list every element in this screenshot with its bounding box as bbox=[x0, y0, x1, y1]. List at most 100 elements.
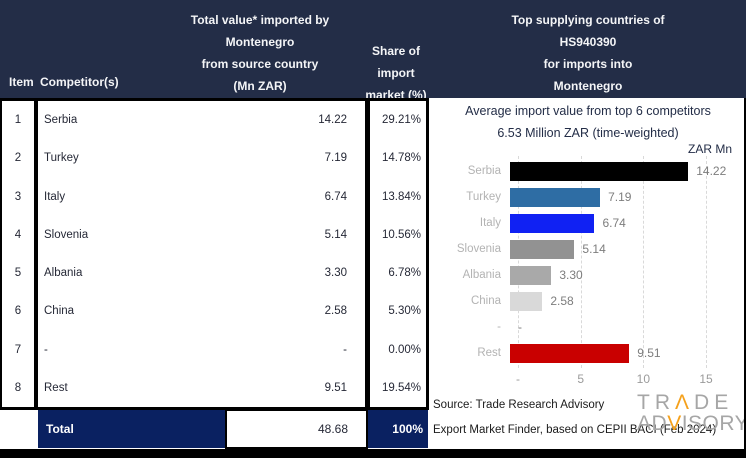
table-header: Item Competitor(s) Total value* imported… bbox=[0, 0, 430, 102]
competitor-cell: Italy bbox=[44, 190, 66, 203]
column-header-competitor: Competitor(s) bbox=[40, 75, 119, 89]
bar-track: 5.14 bbox=[510, 239, 746, 259]
bar-track: 14.22 bbox=[510, 161, 746, 181]
column-header-item: Item bbox=[9, 75, 34, 89]
competitor-cell: China bbox=[44, 305, 75, 318]
share-cell: 29.21% bbox=[381, 114, 421, 127]
category-label: Serbia bbox=[467, 165, 501, 177]
share-cell: 6.78% bbox=[388, 267, 421, 280]
x-tick-label: - bbox=[516, 372, 520, 386]
header-band: Item Competitor(s) Total value* imported… bbox=[0, 0, 746, 102]
competitor-cell: Turkey bbox=[44, 152, 79, 165]
table-row: Turkey 7.19 bbox=[38, 139, 365, 177]
column-header-share: Share of import market (%) bbox=[364, 40, 428, 106]
item-cell: 3 bbox=[14, 190, 22, 203]
value-label: 9.51 bbox=[637, 346, 661, 360]
item-cell: 6 bbox=[14, 305, 22, 318]
value-label: 14.22 bbox=[696, 164, 727, 178]
source-text-line-1: Source: Trade Research Advisory bbox=[433, 399, 605, 411]
chart-row: Italy 6.74 bbox=[430, 210, 746, 236]
chart-title: Average import value from top 6 competit… bbox=[465, 104, 711, 118]
bar-rows: Serbia 14.22 Turkey 7.19 Italy 6.74 Slovenia 5.… bbox=[430, 158, 746, 366]
header-line: import bbox=[377, 66, 415, 80]
table-row: Slovenia 5.14 bbox=[38, 216, 365, 254]
logo-accent-v: V bbox=[667, 412, 682, 435]
chart-row: Albania 3.30 bbox=[430, 262, 746, 288]
axis-unit-label: ZAR Mn bbox=[687, 142, 732, 156]
source-text-line-2: Export Market Finder, based on CEPII BAC… bbox=[433, 424, 717, 436]
value-label: 6.74 bbox=[602, 216, 626, 230]
bar-slovenia bbox=[510, 239, 575, 259]
item-cell: 8 bbox=[14, 381, 22, 394]
value-label: 5.14 bbox=[582, 242, 606, 256]
category-label: Rest bbox=[477, 347, 501, 359]
category-label: Turkey bbox=[466, 191, 501, 203]
bar-track: 6.74 bbox=[510, 213, 746, 233]
gridlines bbox=[518, 156, 707, 368]
x-tick-label: 10 bbox=[636, 372, 651, 386]
header-line: for imports into bbox=[543, 57, 633, 71]
item-cell: 2 bbox=[14, 152, 22, 165]
bar-serbia bbox=[510, 161, 689, 181]
value-cell: 5.14 bbox=[324, 228, 347, 241]
column-header-value: Total value* imported by Montenegro from s… bbox=[168, 9, 352, 97]
table-row: Albania 3.30 bbox=[38, 254, 365, 292]
value-cell: 3.30 bbox=[324, 267, 347, 280]
competitor-cell: Slovenia bbox=[44, 228, 89, 241]
header-line: HS940390 bbox=[559, 35, 617, 49]
share-cell: 14.78% bbox=[381, 152, 421, 165]
share-cell: 10.56% bbox=[381, 228, 421, 241]
chart-row: Turkey 7.19 bbox=[430, 184, 746, 210]
value-cell: 6.74 bbox=[324, 190, 347, 203]
category-label: Slovenia bbox=[456, 243, 501, 255]
gridline bbox=[518, 156, 519, 368]
bar-rest bbox=[510, 343, 630, 363]
header-line: Top supplying countries of bbox=[511, 13, 665, 27]
gridline bbox=[706, 156, 707, 368]
table-row: -- bbox=[38, 331, 365, 369]
item-cell: 4 bbox=[14, 228, 22, 241]
share-cell: 5.30% bbox=[388, 305, 421, 318]
bar-turkey bbox=[510, 187, 601, 207]
header-line: Montenegro bbox=[225, 35, 295, 49]
header-line: (Mn ZAR) bbox=[233, 79, 287, 93]
value-label: 3.30 bbox=[559, 268, 583, 282]
right-border bbox=[744, 98, 746, 458]
value-cell: 9.51 bbox=[324, 381, 347, 394]
share-cell: 13.84% bbox=[381, 190, 421, 203]
competitor-cell: - bbox=[44, 343, 48, 356]
x-tick-label: 15 bbox=[699, 372, 713, 386]
bar-italy bbox=[510, 213, 595, 233]
share-cell: 0.00% bbox=[388, 343, 421, 356]
value-cell: 2.58 bbox=[324, 305, 347, 318]
chart-row: -- bbox=[430, 314, 746, 340]
item-cell: 7 bbox=[14, 343, 22, 356]
competitor-cell: Albania bbox=[44, 267, 83, 280]
value-label: - bbox=[518, 320, 522, 334]
bar-track: - bbox=[510, 318, 746, 337]
category-label: Albania bbox=[462, 269, 501, 281]
chart-row: China 2.58 bbox=[430, 288, 746, 314]
logo-line-advisory: ADVISORY bbox=[637, 412, 746, 435]
bar-chart: Serbia 14.22 Turkey 7.19 Italy 6.74 Slovenia 5.… bbox=[430, 156, 746, 396]
item-cell: 5 bbox=[14, 267, 22, 280]
trade-advisory-logo: TRΛDE ADVISORY bbox=[637, 392, 746, 434]
value-label: 7.19 bbox=[608, 190, 632, 204]
value-cell: 7.19 bbox=[324, 152, 347, 165]
value-cell: 14.22 bbox=[318, 114, 347, 127]
chart-header: Top supplying countries of HS940390 for im… bbox=[430, 0, 746, 98]
bottom-bar bbox=[0, 449, 746, 458]
bar-china bbox=[510, 291, 543, 311]
chart-row: Slovenia 5.14 bbox=[430, 236, 746, 262]
competitor-cell: Serbia bbox=[44, 114, 78, 127]
category-label: Italy bbox=[479, 217, 501, 229]
gridline bbox=[643, 156, 645, 368]
total-share-cell: 100% bbox=[368, 410, 428, 448]
total-value-cell: 48.68 bbox=[225, 409, 368, 449]
category-label: - bbox=[497, 321, 501, 333]
item-cell: 1 bbox=[14, 114, 22, 127]
table-share-column: 29.21% 14.78% 13.84% 10.56% 6.78% 5.30% 0.00% 1… bbox=[368, 98, 429, 410]
chart-header-title: Top supplying countries of HS940390 for im… bbox=[430, 9, 746, 97]
value-cell: - bbox=[343, 343, 347, 356]
chart-row: Serbia 14.22 bbox=[430, 158, 746, 184]
